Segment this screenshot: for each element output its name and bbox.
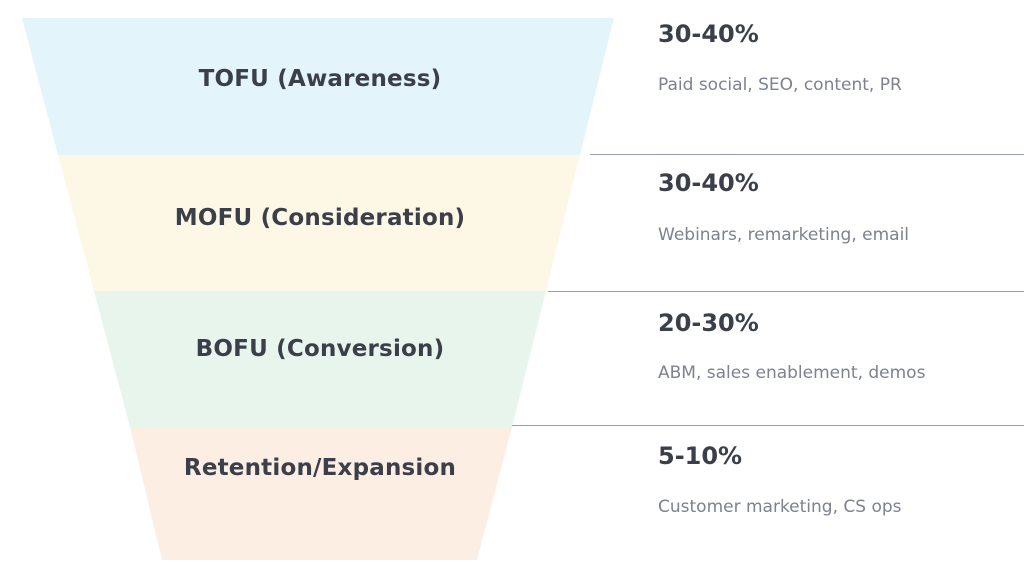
- divider-line: [512, 425, 1024, 426]
- stage-share-mofu: 30-40%: [658, 169, 759, 197]
- funnel-band-tofu: [22, 18, 614, 155]
- stage-share-retention: 5-10%: [658, 442, 743, 470]
- stage-tactics-mofu: Webinars, remarketing, email: [658, 225, 910, 245]
- divider-line: [548, 291, 1024, 292]
- stage-tactics-bofu: ABM, sales enablement, demos: [658, 363, 926, 383]
- stage-tactics-retention: Customer marketing, CS ops: [658, 497, 902, 517]
- stage-label-retention: Retention/Expansion: [183, 455, 457, 481]
- funnel-band-mofu: [58, 155, 580, 291]
- divider-line: [590, 154, 1024, 155]
- stage-tactics-tofu: Paid social, SEO, content, PR: [658, 75, 902, 95]
- stage-label-bofu: BOFU (Conversion): [195, 336, 445, 362]
- funnel-band-retention: [130, 427, 512, 560]
- stage-label-tofu: TOFU (Awareness): [198, 66, 442, 92]
- stage-label-mofu: MOFU (Consideration): [174, 205, 466, 231]
- funnel-band-bofu: [94, 291, 546, 427]
- stage-share-bofu: 20-30%: [658, 309, 759, 337]
- stage-share-tofu: 30-40%: [658, 20, 759, 48]
